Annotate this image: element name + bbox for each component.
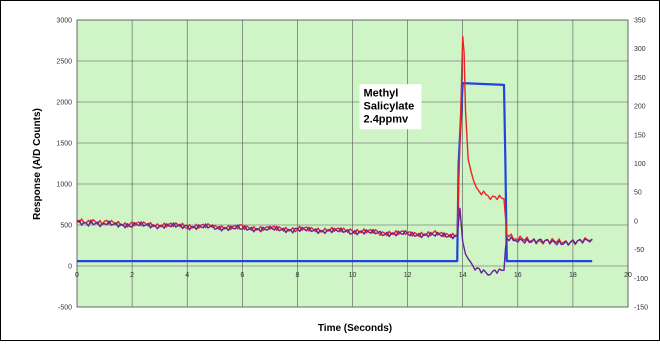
y-tick-label: -500 bbox=[58, 305, 72, 312]
annotation: Methyl Salicylate 2.4ppmv bbox=[359, 84, 422, 130]
y2-tick-label: -50 bbox=[634, 247, 644, 254]
y-tick-label: 0 bbox=[68, 264, 72, 271]
x-tick-label: 18 bbox=[569, 272, 577, 279]
y-tick-label: 2500 bbox=[56, 59, 72, 66]
x-tick-label: 16 bbox=[514, 272, 522, 279]
y-tick-label: 1000 bbox=[56, 182, 72, 189]
annotation-line: Salicylate bbox=[364, 100, 415, 112]
y-tick-labels: -500 0 500 1000 1500 2000 2500 3000 bbox=[56, 18, 72, 312]
x-tick-label: 6 bbox=[240, 272, 244, 279]
y-axis-title: Response (A/D Counts) bbox=[32, 108, 43, 220]
y-tick-label: 3000 bbox=[56, 18, 72, 25]
y2-tick-label: -150 bbox=[634, 305, 648, 312]
annotation-line: Methyl bbox=[364, 87, 399, 99]
y2-tick-label: 200 bbox=[634, 104, 646, 111]
y2-tick-label: -100 bbox=[634, 276, 648, 283]
annotation-line: 2.4ppmv bbox=[364, 113, 410, 125]
y2-tick-labels: -150 -100 -50 0 50 100 150 200 250 300 350 bbox=[634, 18, 648, 312]
annotation-text: Methyl Salicylate 2.4ppmv bbox=[364, 87, 415, 125]
x-tick-label: 0 bbox=[75, 272, 79, 279]
y-tick-label: 1500 bbox=[56, 141, 72, 148]
x-tick-label: 2 bbox=[130, 272, 134, 279]
y2-tick-label: 100 bbox=[634, 161, 646, 168]
series-line-3 bbox=[76, 207, 593, 276]
x-tick-label: 10 bbox=[349, 272, 357, 279]
series-group bbox=[76, 35, 593, 276]
y2-tick-label: 250 bbox=[634, 75, 646, 82]
x-tick-label: 8 bbox=[295, 272, 299, 279]
y2-tick-label: 350 bbox=[634, 18, 646, 25]
x-tick-label: 14 bbox=[459, 272, 467, 279]
x-tick-labels: 0 2 4 6 8 10 12 14 16 18 20 bbox=[75, 272, 632, 279]
x-axis-title: Time (Seconds) bbox=[318, 323, 392, 334]
x-tick-label: 20 bbox=[624, 272, 632, 279]
y2-tick-label: 150 bbox=[634, 132, 646, 139]
grid bbox=[77, 20, 628, 307]
annotation-box bbox=[359, 84, 422, 130]
y2-tick-label: 300 bbox=[634, 46, 646, 53]
x-tick-label: 12 bbox=[404, 272, 412, 279]
y-tick-label: 2000 bbox=[56, 100, 72, 107]
x-tick-label: 4 bbox=[185, 272, 189, 279]
y-tick-label: 500 bbox=[60, 223, 72, 230]
y2-tick-label: 50 bbox=[634, 190, 642, 197]
y2-tick-label: 0 bbox=[634, 218, 638, 225]
